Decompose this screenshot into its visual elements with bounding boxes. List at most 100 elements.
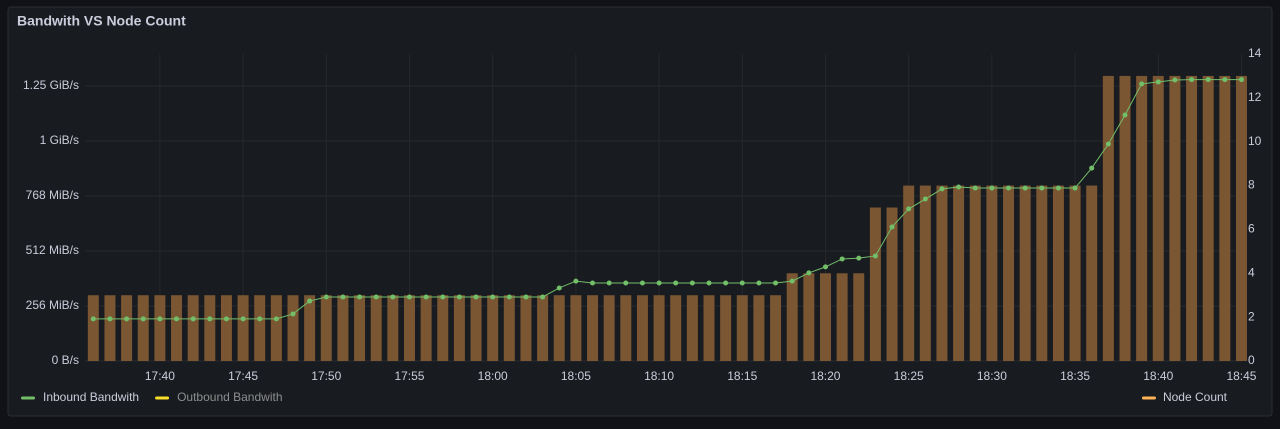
point (606, 280, 612, 286)
bar (803, 273, 815, 361)
point (1155, 79, 1161, 85)
bar (537, 295, 549, 361)
x-tick-label: 18:45 (1226, 369, 1256, 383)
bar (653, 295, 665, 361)
point (989, 185, 995, 191)
point (839, 256, 845, 262)
bar (686, 295, 698, 361)
bar (1219, 75, 1231, 361)
bar (270, 295, 282, 361)
bar (487, 295, 499, 361)
point (706, 280, 712, 286)
bar (1019, 185, 1031, 361)
point (922, 196, 928, 202)
legend-item[interactable]: Outbound Bandwith (155, 390, 283, 404)
bar (636, 295, 648, 361)
x-tick-label: 18:20 (810, 369, 840, 383)
point (290, 311, 296, 317)
point (822, 264, 828, 270)
point (939, 186, 945, 192)
legend-label: Node Count (1163, 390, 1228, 404)
bar (587, 295, 599, 361)
bar (121, 295, 133, 361)
y2-tick-label: 4 (1248, 265, 1255, 279)
point (956, 184, 962, 190)
bar (886, 207, 898, 361)
point (689, 280, 695, 286)
point (456, 294, 462, 300)
point (523, 294, 529, 300)
bar (1003, 185, 1015, 361)
point (323, 294, 329, 300)
point (556, 285, 562, 291)
bar (437, 295, 449, 361)
point (506, 294, 512, 300)
bar (470, 295, 482, 361)
bar (187, 295, 199, 361)
point (673, 280, 679, 286)
bar (919, 185, 931, 361)
point (889, 224, 895, 230)
legend-item[interactable]: Node Count (1141, 390, 1228, 404)
legend-label: Outbound Bandwith (177, 390, 282, 404)
point (373, 294, 379, 300)
point (440, 294, 446, 300)
x-tick-label: 18:15 (727, 369, 757, 383)
y2-tick-label: 0 (1248, 353, 1255, 367)
bar (1036, 185, 1048, 361)
point (390, 294, 396, 300)
bar (154, 295, 166, 361)
point (490, 294, 496, 300)
point (773, 280, 779, 286)
point (1105, 141, 1111, 147)
point (906, 206, 912, 212)
bar (936, 185, 948, 361)
point (1055, 185, 1061, 191)
x-tick-label: 18:05 (561, 369, 591, 383)
point (856, 255, 862, 261)
y-tick-label: 1 GiB/s (40, 133, 79, 147)
point (1172, 77, 1178, 83)
bar (1102, 75, 1114, 361)
y2-tick-label: 12 (1248, 90, 1262, 104)
bar (237, 295, 249, 361)
x-tick-label: 18:35 (1060, 369, 1090, 383)
bar (853, 273, 865, 361)
bar (304, 295, 316, 361)
point (307, 298, 313, 304)
bar (171, 295, 183, 361)
legend-item[interactable]: Inbound Bandwith (21, 390, 139, 404)
bar (370, 295, 382, 361)
y2-tick-label: 2 (1248, 309, 1255, 323)
bar (836, 273, 848, 361)
x-tick-label: 17:40 (145, 369, 175, 383)
point (406, 294, 412, 300)
point (207, 316, 213, 322)
point (240, 316, 246, 322)
y-tick-label: 1.25 GiB/s (23, 78, 79, 92)
bar (903, 185, 915, 361)
y2-tick-label: 6 (1248, 222, 1255, 236)
point (223, 316, 229, 322)
bar (570, 295, 582, 361)
bar (969, 185, 981, 361)
bar (1052, 185, 1064, 361)
bar (1136, 75, 1148, 361)
point (257, 316, 263, 322)
y-tick-label: 512 MiB/s (26, 243, 79, 257)
point (90, 316, 96, 322)
bar (603, 295, 615, 361)
point (656, 280, 662, 286)
bar (786, 273, 798, 361)
bar (287, 295, 299, 361)
point (1089, 165, 1095, 171)
bar (87, 295, 99, 361)
point (1139, 81, 1145, 87)
bar (1069, 185, 1081, 361)
point (789, 278, 795, 284)
x-tick-label: 17:55 (394, 369, 424, 383)
point (357, 294, 363, 300)
y-tick-label: 768 MiB/s (26, 188, 79, 202)
bar (670, 295, 682, 361)
